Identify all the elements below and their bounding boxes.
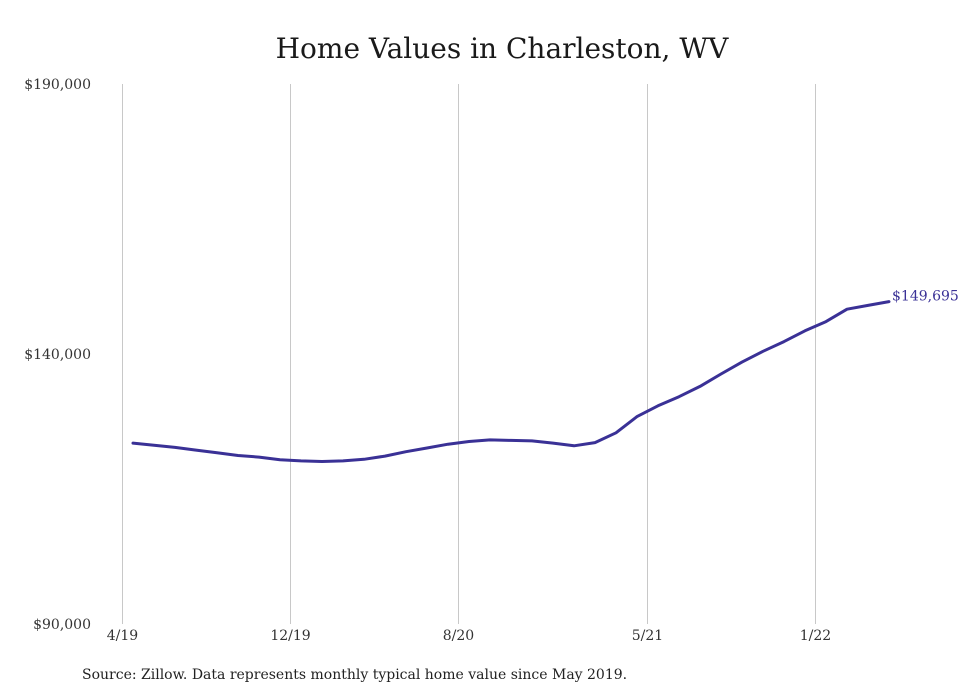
annotations: $149,695	[892, 289, 959, 305]
axis-ticks: 4/19 12/19 8/20 5/21 1/22 $90,000 $140,000 $190…	[24, 77, 831, 644]
x-tick-label: 1/22	[800, 628, 831, 644]
chart-title: Home Values in Charleston, WV	[276, 32, 730, 65]
y-tick-label: $90,000	[33, 617, 91, 633]
source-note: Source: Zillow. Data represents monthly …	[82, 667, 628, 683]
series	[131, 300, 891, 463]
series-line	[131, 300, 891, 463]
x-tick-label: 5/21	[632, 628, 663, 644]
y-tick-label: $140,000	[24, 347, 91, 363]
y-tick-label: $190,000	[24, 77, 91, 93]
end-value-label: $149,695	[892, 289, 959, 305]
grid	[122, 84, 816, 624]
x-tick-label: 8/20	[443, 628, 474, 644]
x-tick-label: 4/19	[107, 628, 138, 644]
x-tick-label: 12/19	[270, 628, 310, 644]
